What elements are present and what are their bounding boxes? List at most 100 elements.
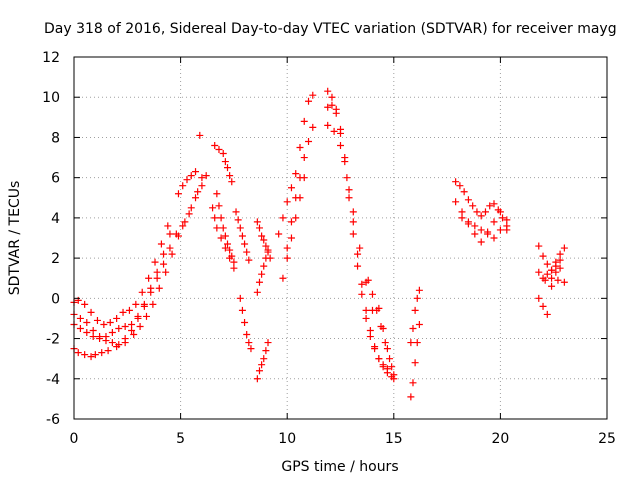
data-point <box>138 288 146 296</box>
data-point <box>221 232 229 240</box>
data-point <box>224 164 232 172</box>
series-arc-h <box>213 190 238 266</box>
data-point <box>413 294 421 302</box>
y-tick-label: 8 <box>51 130 60 146</box>
data-point <box>76 325 84 332</box>
data-point <box>87 353 95 361</box>
data-point <box>91 351 99 359</box>
data-point <box>413 339 421 347</box>
data-point <box>328 101 336 109</box>
data-point <box>89 327 97 335</box>
data-point <box>260 262 268 270</box>
data-point <box>541 276 549 284</box>
data-point <box>238 306 246 314</box>
data-point <box>221 158 229 166</box>
y-tick-label: 6 <box>51 171 60 187</box>
series-arc-ab <box>535 242 564 274</box>
series-arc-u <box>364 276 398 379</box>
data-point <box>228 178 236 186</box>
data-point <box>409 325 417 332</box>
data-point <box>560 278 568 286</box>
data-point <box>153 274 161 282</box>
data-point <box>279 274 287 282</box>
series-arc-b <box>70 230 174 349</box>
data-point <box>300 117 308 125</box>
data-point <box>89 333 97 341</box>
data-point <box>134 312 142 320</box>
data-point <box>147 288 155 296</box>
data-point <box>554 276 562 284</box>
data-point <box>245 339 253 347</box>
y-tick-label: -2 <box>46 332 60 348</box>
data-point <box>341 158 349 166</box>
data-point <box>76 314 84 322</box>
data-point <box>354 250 362 258</box>
series-arc-c <box>70 172 210 343</box>
data-point <box>386 355 394 363</box>
data-point <box>262 242 270 250</box>
data-point <box>232 208 240 216</box>
data-point <box>106 318 114 326</box>
data-point <box>349 208 357 216</box>
data-point <box>535 242 543 250</box>
data-point <box>226 172 234 180</box>
data-point <box>411 359 419 367</box>
data-point <box>552 258 560 266</box>
data-point <box>243 248 251 256</box>
data-point <box>74 349 82 357</box>
data-point <box>375 304 383 312</box>
data-point <box>255 367 263 375</box>
data-point <box>183 176 191 184</box>
data-point <box>283 244 291 252</box>
y-axis-label: SDTVAR / TECUs <box>7 181 23 296</box>
data-point <box>309 123 317 131</box>
data-point <box>238 232 246 240</box>
data-point <box>366 327 374 335</box>
x-tick-label: 20 <box>491 431 509 447</box>
y-tick-label: -4 <box>46 372 60 388</box>
data-point <box>328 93 336 101</box>
series-arc-v <box>375 304 396 371</box>
data-point <box>219 224 227 232</box>
data-point <box>332 109 340 117</box>
data-point <box>247 345 255 353</box>
data-point <box>381 339 389 347</box>
data-point <box>236 294 244 302</box>
data-point <box>121 335 129 343</box>
data-point <box>219 150 227 158</box>
data-point <box>221 244 229 252</box>
data-point <box>337 141 344 149</box>
series-arc-p <box>275 91 317 238</box>
data-point <box>198 182 206 190</box>
series-arc-x <box>407 286 423 347</box>
series-arc-d <box>70 222 172 328</box>
data-point <box>477 226 485 234</box>
data-point <box>260 236 268 244</box>
data-point <box>471 230 479 238</box>
data-point <box>187 204 195 212</box>
data-point <box>456 182 464 190</box>
data-point <box>486 202 494 210</box>
data-point <box>87 308 95 316</box>
data-point <box>354 262 362 270</box>
data-point <box>185 210 193 218</box>
data-point <box>258 270 266 278</box>
data-point <box>345 186 353 194</box>
data-point <box>230 264 238 272</box>
x-tick-label: 15 <box>385 431 403 447</box>
data-point <box>130 331 138 339</box>
data-point <box>179 222 187 230</box>
data-point <box>83 329 91 337</box>
data-point <box>236 224 244 232</box>
data-point <box>149 300 157 308</box>
series-arc-e <box>174 168 200 198</box>
data-point <box>473 208 481 216</box>
data-point <box>104 347 112 355</box>
data-point <box>390 371 398 379</box>
data-point <box>275 230 283 238</box>
series-arc-o <box>279 123 317 282</box>
x-tick-label: 10 <box>278 431 296 447</box>
data-point <box>93 316 101 324</box>
series-arc-y <box>452 178 511 230</box>
data-point <box>262 254 270 262</box>
